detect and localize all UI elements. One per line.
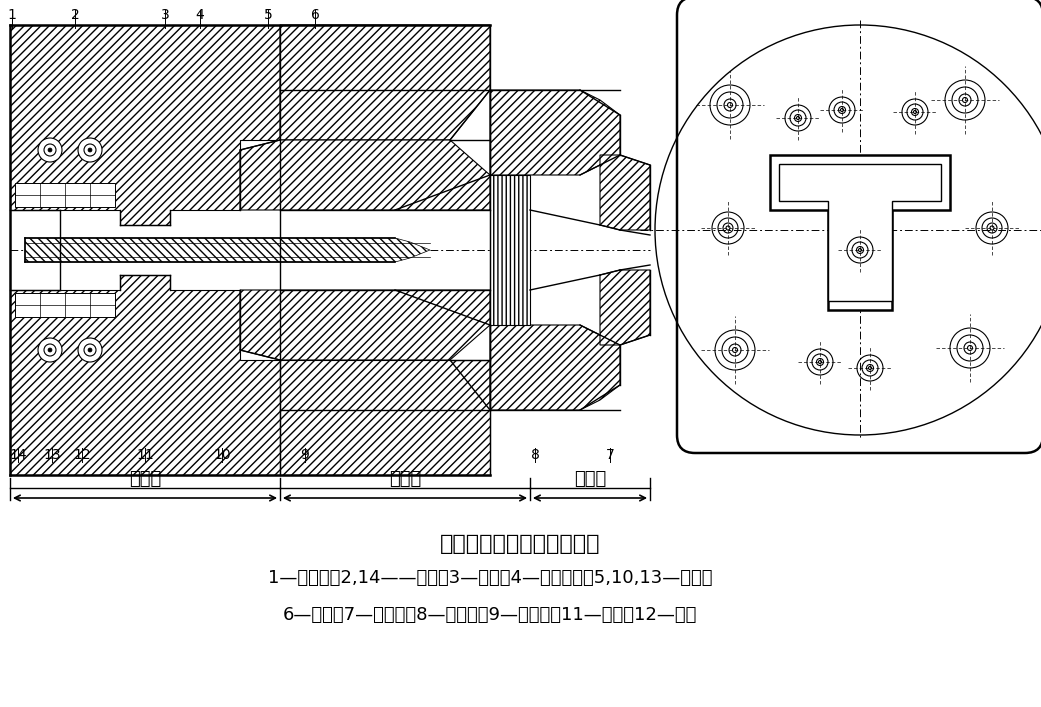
Polygon shape: [600, 270, 650, 345]
Text: 13: 13: [43, 448, 60, 462]
Text: 5: 5: [263, 8, 273, 22]
Polygon shape: [280, 25, 490, 140]
Bar: [15, 183, 115, 207]
Text: 中空型材挤出模头典型结构: 中空型材挤出模头典型结构: [439, 534, 601, 554]
FancyBboxPatch shape: [677, 0, 1041, 453]
Polygon shape: [600, 155, 650, 230]
Text: 3: 3: [160, 8, 170, 22]
Polygon shape: [280, 360, 490, 475]
Text: 8: 8: [531, 448, 539, 462]
Circle shape: [88, 148, 92, 152]
Text: 6—机颈；7—过渡套；8—多孔板；9—分流锥；11—模腔；12—型芯: 6—机颈；7—过渡套；8—多孔板；9—分流锥；11—模腔；12—型芯: [283, 606, 697, 624]
Circle shape: [84, 344, 96, 356]
Circle shape: [48, 148, 52, 152]
Text: 稳流段: 稳流段: [574, 470, 606, 488]
Circle shape: [78, 338, 102, 362]
Text: 分流段: 分流段: [389, 470, 422, 488]
Circle shape: [39, 138, 62, 162]
Polygon shape: [10, 25, 280, 225]
Text: 1—口模板；2,14——螺栓；3—螺塞；4—分流支架；5,10,13—销钉；: 1—口模板；2,14——螺栓；3—螺塞；4—分流支架；5,10,13—销钉；: [268, 569, 712, 587]
Polygon shape: [240, 140, 490, 210]
Text: 10: 10: [213, 448, 231, 462]
Circle shape: [44, 344, 56, 356]
Text: 11: 11: [136, 448, 154, 462]
Circle shape: [48, 348, 52, 352]
Text: 4: 4: [196, 8, 204, 22]
Polygon shape: [490, 90, 620, 175]
Polygon shape: [490, 325, 620, 410]
Circle shape: [78, 138, 102, 162]
Text: 1: 1: [7, 8, 17, 22]
Polygon shape: [770, 155, 950, 310]
Circle shape: [88, 348, 92, 352]
Polygon shape: [779, 164, 941, 301]
Text: 12: 12: [73, 448, 91, 462]
Text: 2: 2: [71, 8, 79, 22]
Polygon shape: [25, 238, 430, 262]
Text: 成型段: 成型段: [129, 470, 161, 488]
Polygon shape: [240, 290, 490, 360]
Text: 14: 14: [9, 448, 27, 462]
Polygon shape: [490, 175, 530, 325]
Bar: [15, 293, 115, 317]
Polygon shape: [10, 275, 280, 475]
Circle shape: [39, 338, 62, 362]
Text: 9: 9: [301, 448, 309, 462]
Text: 6: 6: [310, 8, 320, 22]
Text: 7: 7: [606, 448, 614, 462]
Circle shape: [84, 144, 96, 156]
Circle shape: [44, 144, 56, 156]
